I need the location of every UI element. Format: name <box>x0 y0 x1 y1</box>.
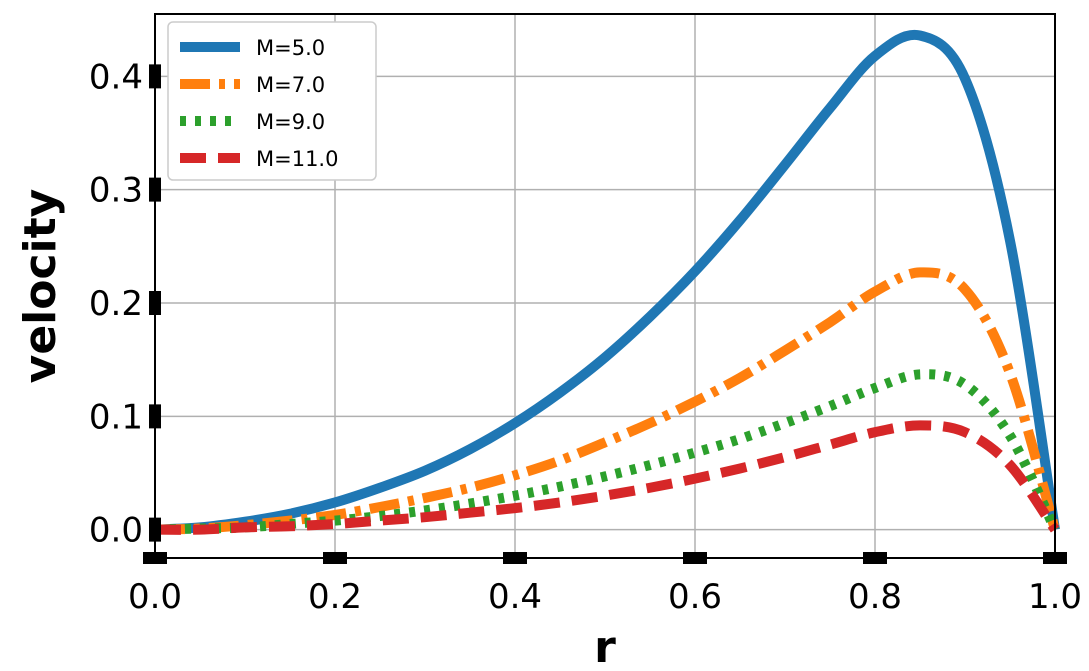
y-axis-label: velocity <box>15 189 66 384</box>
series-line-M=11.0 <box>154 420 1060 535</box>
y-tick-label: 0.4 <box>89 57 143 97</box>
x-tick-label: 0.0 <box>128 577 182 617</box>
plot-frame <box>154 13 1056 559</box>
legend-box <box>167 21 377 181</box>
y-tick-label: 0.3 <box>89 171 143 211</box>
x-tick-label: 0.6 <box>668 577 722 617</box>
legend-label: M=9.0 <box>256 110 325 134</box>
series-line-M=5.0 <box>154 29 1060 535</box>
legend-label: M=7.0 <box>256 73 325 97</box>
y-tick-label: 0.0 <box>89 511 143 551</box>
series-line-M=7.0 <box>154 267 1060 535</box>
legend: M=5.0 M=7.0 M=9.0 M=11.0 <box>167 21 377 181</box>
ticks: 0.0 0.2 0.4 0.6 0.8 1.0 0.0 0.1 0.2 0.3 0.4 <box>89 57 1082 617</box>
series-line-M=9.0 <box>154 369 1060 535</box>
x-tick-label: 0.4 <box>488 577 542 617</box>
y-tick-label: 0.1 <box>89 397 143 437</box>
x-tick-label: 1.0 <box>1028 577 1082 617</box>
x-axis-label: r <box>594 622 616 666</box>
x-tick-label: 0.2 <box>308 577 362 617</box>
legend-label: M=11.0 <box>256 147 338 171</box>
series-lines <box>154 29 1060 535</box>
x-tick-label: 0.8 <box>848 577 902 617</box>
legend-label: M=5.0 <box>256 36 325 60</box>
y-tick-label: 0.2 <box>89 284 143 324</box>
